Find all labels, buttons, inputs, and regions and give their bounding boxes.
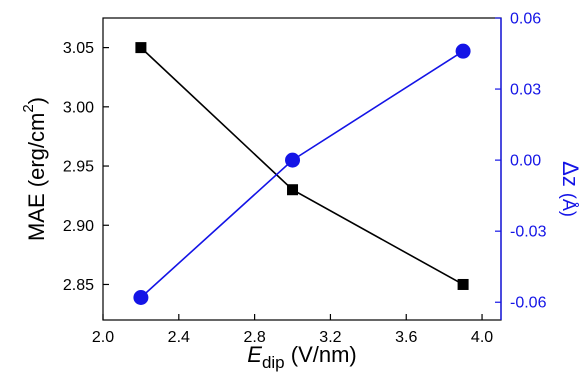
series-layer xyxy=(133,42,471,305)
left-y-tick-label: 2.85 xyxy=(63,277,94,294)
x-tick-label: 4.0 xyxy=(471,329,493,346)
x-axis: 2.0 2.4 2.8 3.2 3.6 4.0 xyxy=(92,314,493,346)
x-tick-label: 3.6 xyxy=(395,329,417,346)
mae-data-point xyxy=(287,184,299,196)
left-y-tick-label: 3.05 xyxy=(63,40,94,57)
dz-series-line xyxy=(140,50,464,299)
mae-series-line xyxy=(140,47,464,286)
plot-frame xyxy=(102,17,502,321)
left-y-tick-label: 3.00 xyxy=(63,99,94,116)
right-axis-title-main: Δz xyxy=(558,161,583,187)
x-axis-title: Edip (V/nm) xyxy=(247,342,357,372)
right-y-tick-label: 0.03 xyxy=(510,82,541,99)
left-axis-title-superscript: 2 xyxy=(20,104,37,112)
right-y-tick-label: 0.06 xyxy=(510,11,541,28)
left-axis-title: MAE (erg/cm2) xyxy=(20,97,49,241)
right-axis-title-units: (Å) xyxy=(559,193,579,217)
left-y-tick-label: 2.90 xyxy=(63,218,94,235)
right-y-tick-label: -0.03 xyxy=(510,224,547,241)
x-tick-label: 3.2 xyxy=(319,329,341,346)
right-axis-title: Δz (Å) xyxy=(558,161,583,217)
right-y-tick-label: 0.00 xyxy=(510,153,541,170)
mae-data-point xyxy=(135,42,147,54)
x-axis-title-units: (V/nm) xyxy=(285,342,357,367)
left-axis-title-main: MAE (erg/cm xyxy=(24,113,49,241)
right-y-axis: -0.06 -0.03 0.00 0.03 0.06 xyxy=(495,11,547,320)
left-y-tick-label: 2.95 xyxy=(63,159,94,176)
x-tick-label: 2.0 xyxy=(92,329,114,346)
x-tick-label: 2.4 xyxy=(168,329,190,346)
x-axis-title-subscript: dip xyxy=(262,353,285,372)
x-axis-title-main: E xyxy=(247,342,262,367)
left-axis-title-close: ) xyxy=(24,97,49,104)
dz-data-point xyxy=(133,289,149,305)
plot-area xyxy=(102,17,502,321)
dz-data-point xyxy=(455,43,471,59)
dz-data-point xyxy=(285,152,301,168)
left-y-axis: 2.85 2.90 2.95 3.00 3.05 xyxy=(63,40,109,294)
right-y-tick-label: -0.06 xyxy=(510,295,547,312)
mae-data-point xyxy=(457,278,469,290)
x-tick-label: 2.8 xyxy=(243,329,265,346)
